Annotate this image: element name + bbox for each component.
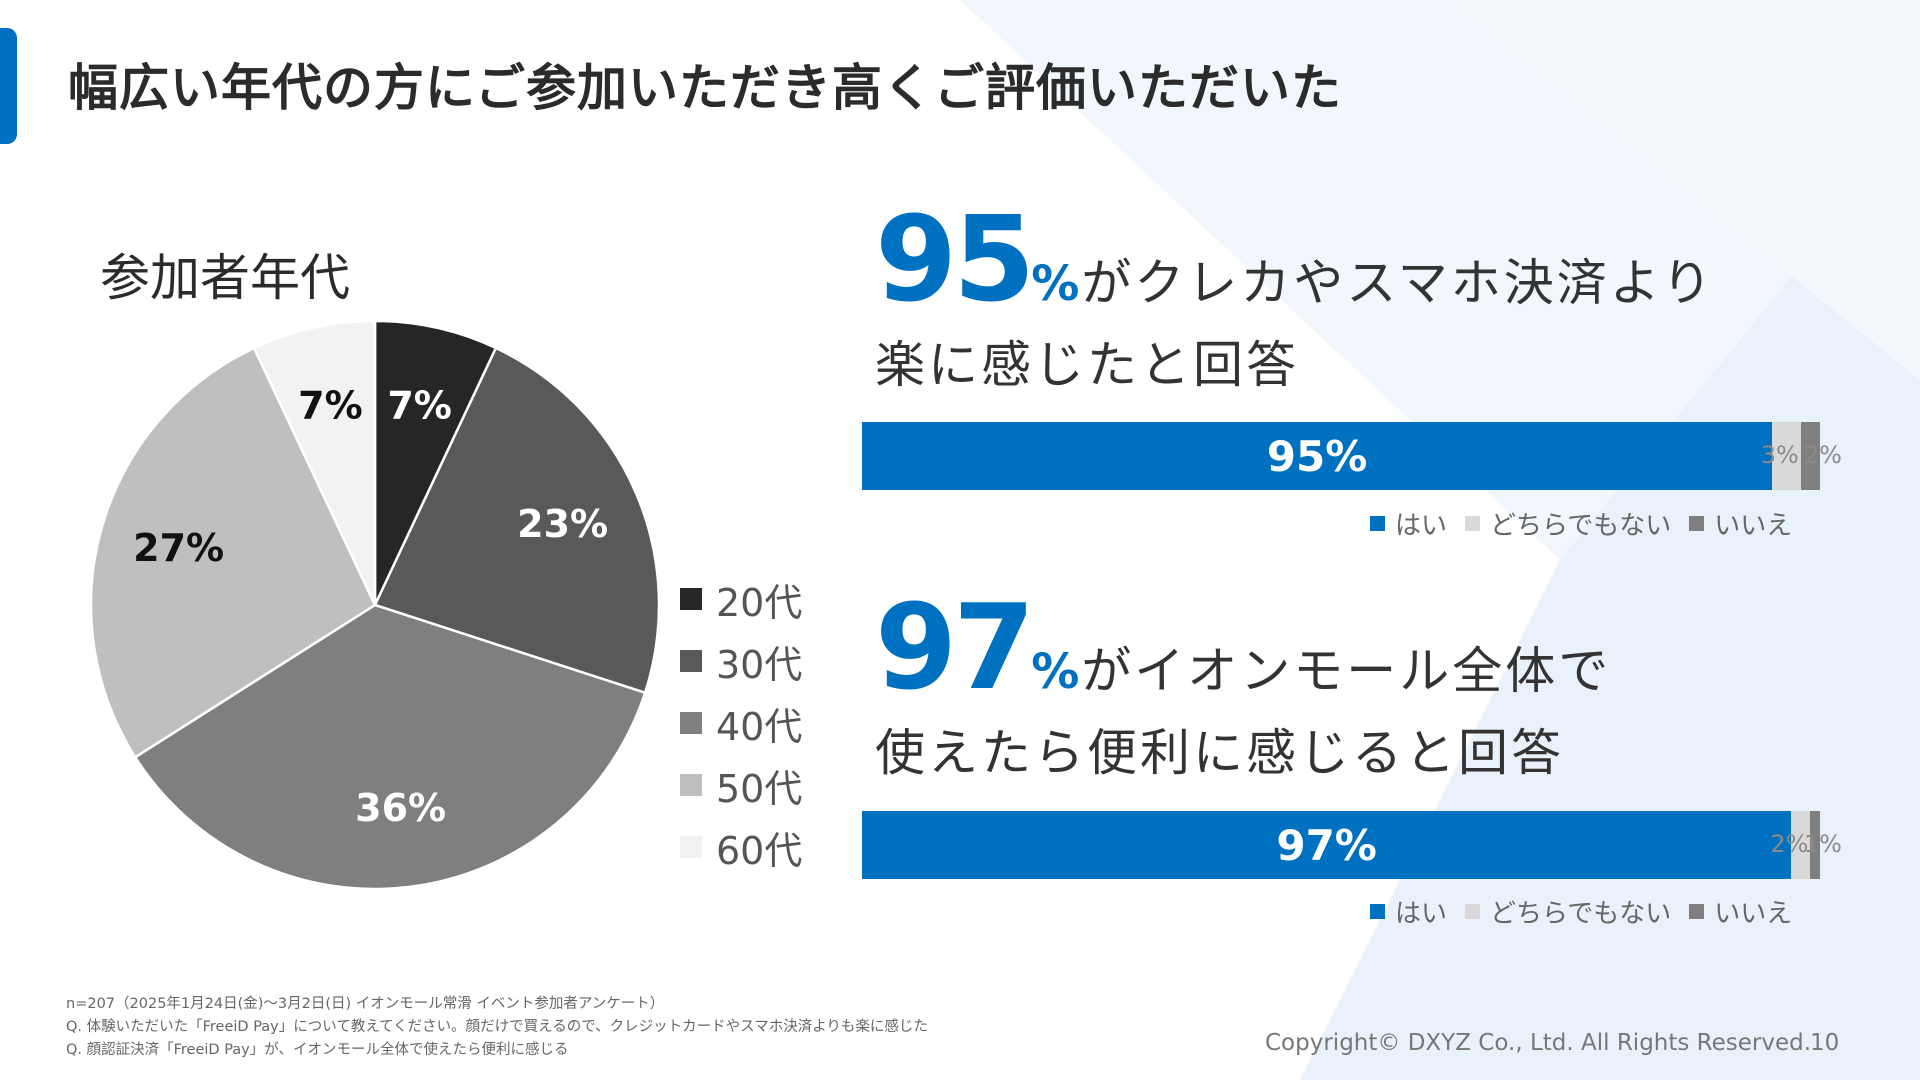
bar2-segment-yes: 97% (862, 811, 1792, 879)
pie-slice-20s (373, 319, 498, 606)
bar1-segment-neutral: 3% (1761, 422, 1801, 490)
bar1-legend-no-label: いいえ (1714, 511, 1793, 541)
legend-swatch-20s (680, 588, 702, 610)
stat2-headline: 97%がイオンモール全体で (875, 588, 1611, 706)
bar1-legend-neutral-swatch (1465, 516, 1481, 531)
page-title: 幅広い年代の方にご参加いただき高くご評価いただいた (68, 59, 1342, 117)
bar2-legend-no: いいえ (1689, 893, 1792, 930)
stat2-line1: がイオンモール全体で (1081, 642, 1612, 700)
stat2-number: 97 (875, 578, 1035, 716)
stat1-line1: がクレカやスマホ決済より (1081, 254, 1715, 312)
legend-swatch-50s (680, 774, 702, 796)
legend-item-60s: 60代 (680, 816, 802, 878)
legend-label-20s: 20代 (716, 580, 803, 625)
bar2-segment-neutral: 2% (1770, 811, 1811, 879)
stat2-bar-legend: はい どちらでもない いいえ (1370, 893, 1810, 930)
bar1-legend-neutral: どちらでもない (1465, 505, 1671, 542)
stat2-line2: 使えたら便利に感じると回答 (875, 724, 1564, 782)
legend-label-60s: 60代 (716, 828, 803, 873)
bar1-label-neutral: 3% (1760, 441, 1799, 469)
page-number: 10 (1810, 1030, 1840, 1056)
bar2-legend-no-label: いいえ (1714, 899, 1793, 929)
legend-label-50s: 50代 (716, 766, 803, 811)
footnote-question1: Q. 体験いただいた「FreeiD Pay」について教えてください。顔だけで買え… (66, 1019, 928, 1035)
footnote-sample: n=207（2025年1月24日(金)〜3月2日(日) イオンモール常滑 イベン… (66, 996, 665, 1012)
bar2-legend-neutral: どちらでもない (1465, 893, 1671, 930)
stat2-stacked-bar: 97% 2% 1% (862, 811, 1842, 879)
bar2-legend-yes-swatch (1370, 904, 1385, 919)
pie-slice-30s (373, 346, 661, 695)
stat1-unit: % (1031, 256, 1080, 312)
bar1-legend-no-swatch (1689, 516, 1705, 531)
bar1-label-yes: 95% (1266, 431, 1368, 481)
legend-swatch-60s (680, 836, 702, 858)
legend-item-40s: 40代 (680, 692, 802, 754)
pie-slice-40s (133, 603, 647, 891)
bar2-legend-neutral-swatch (1465, 904, 1481, 919)
bar2-segment-no: 1% (1804, 811, 1842, 879)
bar1-legend-no: いいえ (1689, 505, 1792, 542)
legend-label-30s: 30代 (716, 642, 803, 687)
bar1-segment-no: 2% (1800, 422, 1842, 490)
legend-item-20s: 20代 (680, 568, 802, 630)
legend-item-50s: 50代 (680, 754, 802, 816)
bar1-legend-yes-swatch (1370, 516, 1385, 531)
stat1-number: 95 (875, 190, 1035, 328)
bar2-legend-yes: はい (1370, 893, 1447, 930)
legend-swatch-30s (680, 650, 702, 672)
pie-legend: 20代 30代 40代 50代 60代 (680, 568, 802, 878)
bar2-legend-yes-label: はい (1395, 899, 1448, 929)
copyright: Copyright© DXYZ Co., Ltd. All Rights Res… (1265, 1030, 1812, 1056)
age-pie-chart: 7% 23% 36% 27% 7% (89, 319, 661, 891)
pie-label-60s: 7% (298, 383, 363, 427)
title-accent-bar (0, 28, 17, 144)
stat2-unit: % (1031, 644, 1080, 700)
bar2-legend-no-swatch (1689, 904, 1705, 919)
stat1-bar-legend: はい どちらでもない いいえ (1370, 505, 1810, 542)
pie-label-30s: 23% (517, 502, 608, 546)
pie-slice-60s (252, 319, 377, 606)
bar1-segment-yes: 95% (862, 422, 1773, 490)
bar1-legend-yes-label: はい (1395, 511, 1448, 541)
bar1-legend-neutral-label: どちらでもない (1490, 511, 1672, 541)
footnote-question2: Q. 顔認証決済「FreeiD Pay」が、イオンモール全体で使えたら便利に感じ… (66, 1042, 569, 1058)
legend-item-30s: 30代 (680, 630, 802, 692)
pie-slice-50s (89, 346, 377, 759)
footnotes: n=207（2025年1月24日(金)〜3月2日(日) イオンモール常滑 イベン… (66, 993, 928, 1062)
bar2-label-neutral: 2% (1770, 830, 1809, 858)
bar2-label-no: 1% (1803, 830, 1842, 858)
stat1-headline: 95%がクレカやスマホ決済より (875, 200, 1715, 318)
pie-label-50s: 27% (133, 526, 224, 570)
pie-chart-title: 参加者年代 (100, 249, 350, 307)
stat1-stacked-bar: 95% 3% 2% (862, 422, 1842, 490)
legend-swatch-40s (680, 712, 702, 734)
pie-label-40s: 36% (355, 786, 446, 830)
bar1-legend-yes: はい (1370, 505, 1447, 542)
bar1-label-no: 2% (1803, 441, 1842, 469)
pie-label-20s: 7% (387, 383, 452, 427)
stat1-line2: 楽に感じたと回答 (875, 336, 1299, 394)
bar2-label-yes: 97% (1276, 820, 1377, 870)
bar2-legend-neutral-label: どちらでもない (1490, 899, 1672, 929)
legend-label-40s: 40代 (716, 704, 803, 749)
